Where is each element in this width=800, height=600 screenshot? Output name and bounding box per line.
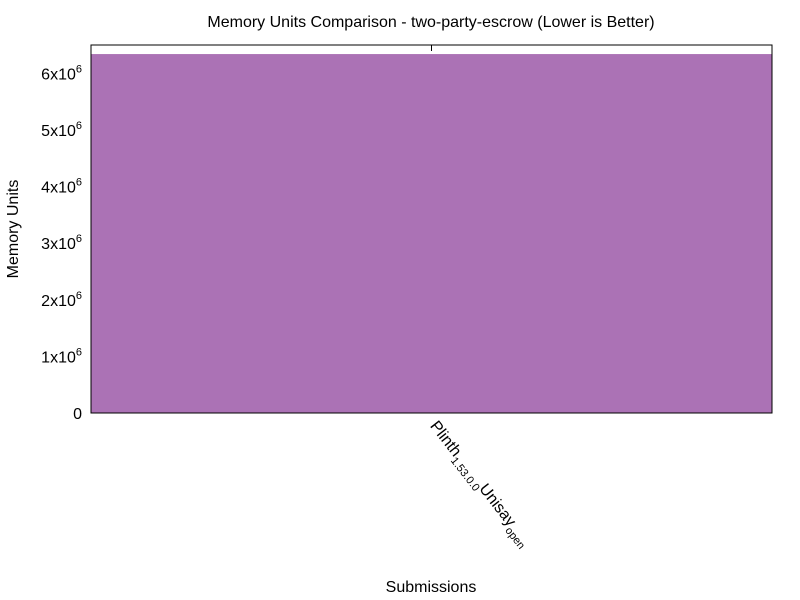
y-axis-ticks: 0 1x106 2x106 3x106 4x106 5x106 6x106 bbox=[41, 63, 82, 423]
y-axis-label: Memory Units bbox=[5, 180, 22, 279]
y-tick-label-4: 4x106 bbox=[41, 177, 82, 197]
y-tick-label-6: 6x106 bbox=[41, 63, 82, 83]
y-tick-label-3: 3x106 bbox=[41, 233, 82, 253]
chart-title: Memory Units Comparison - two-party-escr… bbox=[207, 14, 654, 31]
bar-0 bbox=[91, 54, 772, 413]
y-tick-label-2: 2x106 bbox=[41, 290, 82, 310]
y-tick-label-0: 0 bbox=[73, 406, 82, 423]
bars bbox=[91, 54, 772, 413]
y-tick-label-1: 1x106 bbox=[41, 346, 82, 366]
x-axis-label: Submissions bbox=[386, 579, 477, 596]
y-tick-label-5: 5x106 bbox=[41, 120, 82, 140]
x-tick-label-0: Plinth1.53.0.0Unisayopen bbox=[423, 418, 534, 552]
